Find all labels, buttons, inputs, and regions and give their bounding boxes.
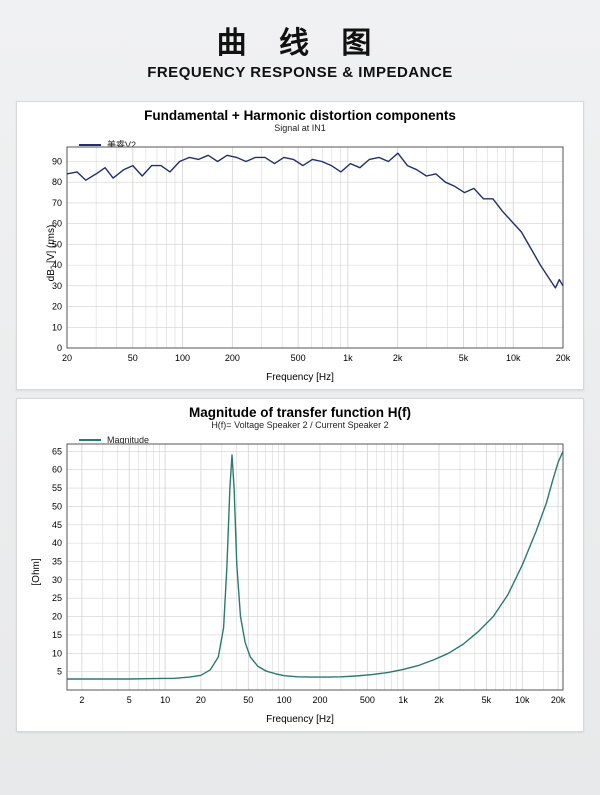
svg-text:0: 0 [57,343,62,353]
svg-text:10: 10 [160,695,170,705]
title-en: FREQUENCY RESPONSE & IMPEDANCE [0,64,600,81]
svg-text:80: 80 [52,177,62,187]
svg-text:60: 60 [52,465,62,475]
svg-text:20: 20 [52,302,62,312]
svg-text:100: 100 [277,695,292,705]
chart1-plot: 010203040506070809020501002005001k2k5k10… [17,135,577,370]
svg-text:10: 10 [52,648,62,658]
svg-text:100: 100 [175,353,190,363]
svg-text:5: 5 [127,695,132,705]
svg-text:30: 30 [52,575,62,585]
svg-text:50: 50 [243,695,253,705]
chart2-plot: 5101520253035404550556065251020501002005… [17,432,577,712]
chart-frequency-response: Fundamental + Harmonic distortion compon… [16,101,584,390]
svg-text:20: 20 [196,695,206,705]
svg-text:2k: 2k [434,695,444,705]
svg-text:200: 200 [225,353,240,363]
svg-text:50: 50 [128,353,138,363]
svg-text:10k: 10k [515,695,530,705]
page-header: 曲 线 图 FREQUENCY RESPONSE & IMPEDANCE [0,0,600,93]
svg-text:2k: 2k [393,353,403,363]
svg-text:65: 65 [52,446,62,456]
svg-text:500: 500 [360,695,375,705]
svg-text:2: 2 [79,695,84,705]
svg-text:20k: 20k [551,695,566,705]
title-cn: 曲 线 图 [0,18,600,62]
chart2-xlabel: Frequency [Hz] [17,712,583,731]
svg-text:10k: 10k [506,353,521,363]
svg-text:1k: 1k [343,353,353,363]
chart1-ylabel: dB- [V] (rms) [46,224,57,281]
chart2-title: Magnitude of transfer function H(f) [17,405,583,420]
svg-text:20k: 20k [556,353,571,363]
svg-text:50: 50 [52,501,62,511]
svg-text:5k: 5k [459,353,469,363]
svg-text:20: 20 [62,353,72,363]
svg-text:15: 15 [52,630,62,640]
chart1-xlabel: Frequency [Hz] [17,370,583,389]
svg-text:90: 90 [52,157,62,167]
chart2-ylabel: [Ohm] [31,558,42,585]
chart2-subtitle: H(f)= Voltage Speaker 2 / Current Speake… [17,420,583,430]
svg-text:20: 20 [52,612,62,622]
chart-impedance: Magnitude of transfer function H(f) H(f)… [16,398,584,732]
svg-text:40: 40 [52,538,62,548]
svg-text:30: 30 [52,281,62,291]
svg-text:10: 10 [52,322,62,332]
chart1-title: Fundamental + Harmonic distortion compon… [17,108,583,123]
svg-text:500: 500 [291,353,306,363]
svg-text:200: 200 [312,695,327,705]
chart1-subtitle: Signal at IN1 [17,123,583,133]
svg-text:45: 45 [52,520,62,530]
svg-text:70: 70 [52,198,62,208]
svg-text:5k: 5k [482,695,492,705]
svg-text:55: 55 [52,483,62,493]
svg-text:35: 35 [52,556,62,566]
svg-text:1k: 1k [398,695,408,705]
svg-text:25: 25 [52,593,62,603]
svg-text:5: 5 [57,667,62,677]
